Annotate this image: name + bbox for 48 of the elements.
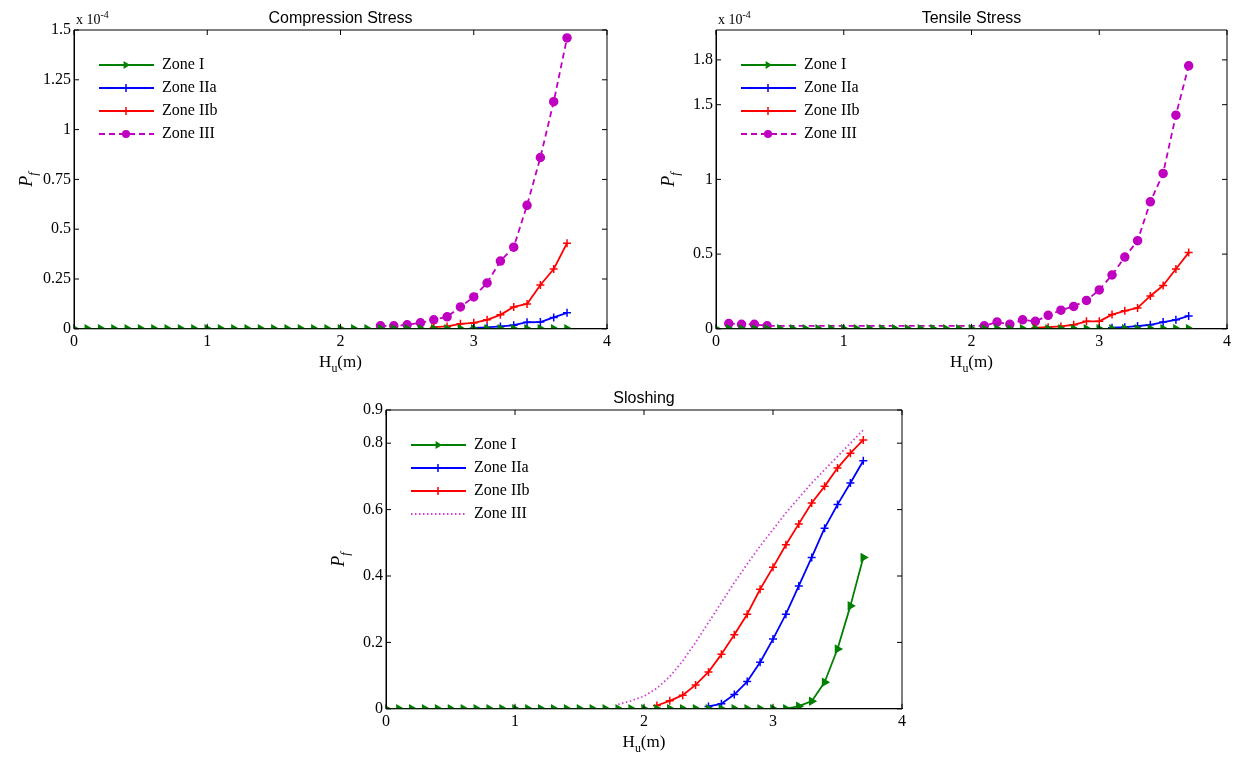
legend-label: Zone IIb	[804, 101, 860, 119]
y-tick-label: 0	[63, 319, 71, 336]
y-tick-label: 1.5	[51, 20, 71, 38]
y-tick-label: 1.8	[693, 50, 713, 68]
y-tick-label: 1.25	[43, 70, 71, 87]
x-tick-label: 1	[839, 331, 848, 349]
y-tick-label: 0	[375, 699, 383, 716]
x-tick-label: 4	[1223, 331, 1231, 349]
y-tick-label: 0.8	[363, 433, 383, 451]
y-tick-label: 0	[705, 319, 713, 336]
chart-title: Sloshing	[613, 389, 675, 407]
x-tick-label: 3	[1095, 331, 1104, 349]
legend-label: Zone I	[162, 55, 205, 73]
x-tick-label: 4	[898, 711, 906, 729]
y-tick-label: 0.5	[51, 219, 71, 237]
chart-title: Tensile Stress	[921, 9, 1022, 27]
y-axis-title: Pf	[16, 170, 41, 188]
y-axis-title: Pf	[328, 550, 353, 568]
legend-label: Zone I	[804, 55, 847, 73]
legend-label: Zone I	[474, 435, 517, 453]
y-tick-label: 0.25	[43, 269, 71, 287]
x-tick-label: 4	[603, 331, 611, 349]
x-tick-label: 3	[769, 711, 777, 729]
x-tick-label: 2	[967, 331, 976, 349]
x-tick-label: 2	[640, 711, 648, 729]
legend-label: Zone IIa	[804, 78, 859, 96]
legend-label: Zone III	[162, 124, 215, 142]
y-tick-label: 0.2	[363, 632, 383, 650]
legend-label: Zone IIb	[474, 481, 530, 499]
y-tick-label: 1	[705, 169, 713, 187]
y-tick-label: 0.5	[693, 244, 713, 262]
x-tick-label: 2	[336, 331, 345, 349]
legend-label: Zone IIa	[474, 458, 529, 476]
x-tick-label: 1	[203, 331, 212, 349]
chart-title: Compression Stress	[268, 9, 413, 27]
x-tick-label: 1	[511, 711, 519, 729]
legend-label: Zone IIa	[162, 78, 217, 96]
legend-label: Zone IIb	[162, 101, 218, 119]
y-tick-label: 0.6	[363, 499, 383, 517]
legend-label: Zone III	[474, 504, 527, 522]
y-tick-label: 1	[63, 119, 71, 137]
legend-label: Zone III	[804, 124, 857, 142]
y-tick-label: 0.9	[363, 400, 383, 418]
y-axis-title: Pf	[658, 170, 683, 188]
y-tick-label: 0.75	[43, 169, 71, 187]
y-tick-label: 1.5	[693, 94, 713, 112]
y-tick-label: 0.4	[363, 566, 383, 584]
x-tick-label: 3	[469, 331, 478, 349]
